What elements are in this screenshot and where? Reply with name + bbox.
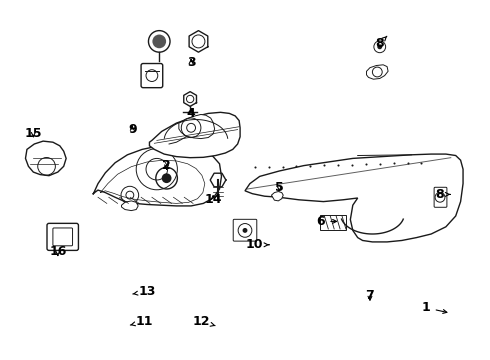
- Text: 4: 4: [187, 107, 196, 120]
- Text: 5: 5: [275, 181, 284, 194]
- FancyBboxPatch shape: [141, 63, 163, 88]
- Text: 6: 6: [317, 215, 337, 228]
- Text: 3: 3: [187, 57, 196, 69]
- FancyBboxPatch shape: [53, 228, 73, 246]
- FancyBboxPatch shape: [434, 187, 447, 207]
- Polygon shape: [93, 146, 221, 206]
- Text: 13: 13: [133, 285, 156, 298]
- Text: 15: 15: [24, 127, 42, 140]
- Text: 16: 16: [49, 246, 67, 258]
- Text: 9: 9: [128, 123, 137, 136]
- Text: 8: 8: [436, 188, 450, 201]
- Polygon shape: [122, 201, 138, 211]
- Polygon shape: [245, 154, 463, 242]
- Polygon shape: [271, 192, 283, 201]
- Text: 12: 12: [192, 315, 215, 328]
- Text: 8: 8: [375, 36, 387, 50]
- Text: 7: 7: [366, 289, 374, 302]
- Polygon shape: [25, 141, 66, 176]
- Circle shape: [377, 44, 382, 49]
- Text: 11: 11: [130, 315, 153, 328]
- Polygon shape: [367, 65, 388, 79]
- FancyBboxPatch shape: [320, 215, 346, 230]
- Circle shape: [152, 35, 166, 48]
- Text: 2: 2: [162, 159, 171, 172]
- Circle shape: [162, 173, 172, 183]
- FancyBboxPatch shape: [47, 223, 78, 251]
- Circle shape: [243, 228, 247, 233]
- Text: 14: 14: [204, 193, 222, 206]
- Text: 10: 10: [246, 238, 269, 251]
- Polygon shape: [179, 114, 215, 139]
- FancyBboxPatch shape: [233, 219, 257, 241]
- Text: 1: 1: [422, 301, 447, 314]
- Polygon shape: [149, 112, 240, 158]
